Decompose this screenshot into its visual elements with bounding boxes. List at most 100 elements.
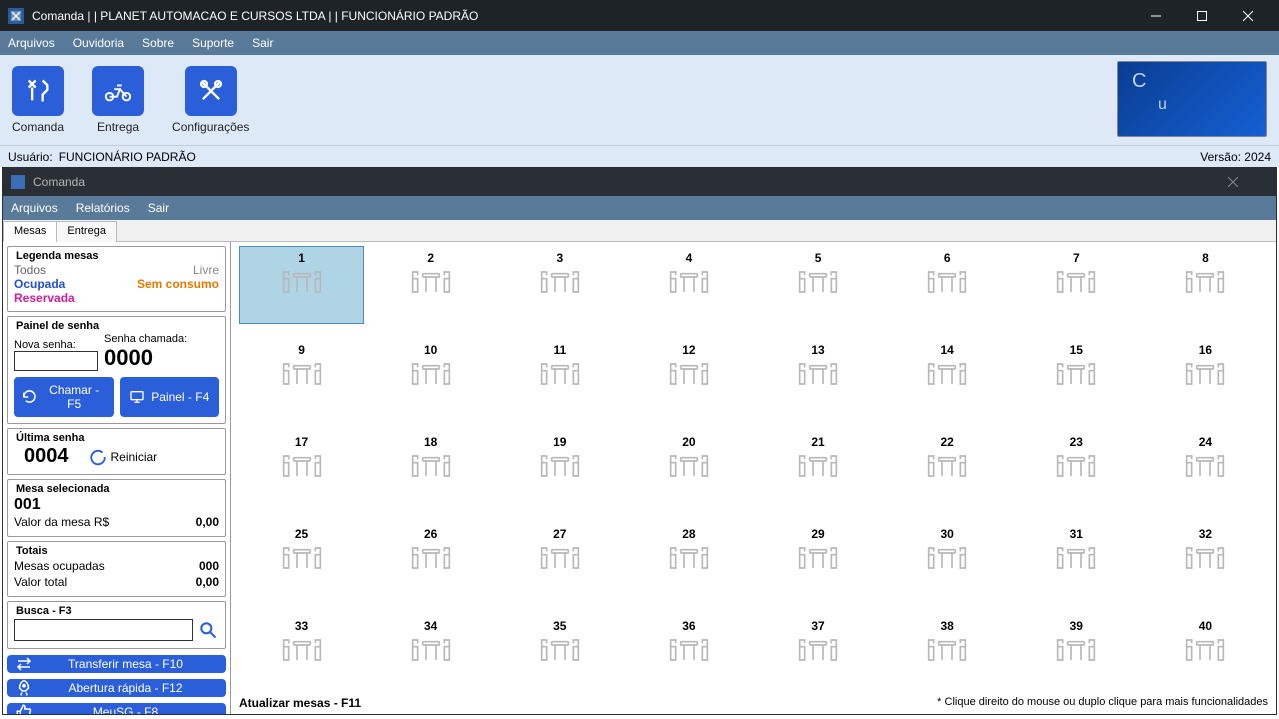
legend-item[interactable]: Todos [14, 263, 112, 277]
table-cell[interactable]: 19 [497, 430, 622, 508]
table-cell[interactable]: 37 [756, 614, 881, 692]
table-cell[interactable]: 11 [497, 338, 622, 416]
total-value: 0,00 [196, 575, 219, 589]
table-cell[interactable]: 31 [1014, 522, 1139, 600]
table-number: 13 [811, 343, 824, 357]
table-cell[interactable]: 14 [885, 338, 1010, 416]
table-cell[interactable]: 20 [626, 430, 751, 508]
table-cell[interactable]: 7 [1014, 246, 1139, 324]
main-menu-item[interactable]: Sobre [142, 36, 174, 50]
call-button[interactable]: Chamar - F5 [14, 377, 114, 417]
table-cell[interactable]: 8 [1143, 246, 1268, 324]
table-icon [1180, 451, 1230, 481]
table-cell[interactable]: 28 [626, 522, 751, 600]
table-cell[interactable]: 24 [1143, 430, 1268, 508]
table-cell[interactable]: 40 [1143, 614, 1268, 692]
table-number: 28 [682, 527, 695, 541]
inner-menu-item[interactable]: Sair [148, 201, 169, 215]
table-number: 18 [424, 435, 437, 449]
new-password-input[interactable] [14, 351, 98, 371]
quick-open-button[interactable]: Abertura rápida - F12 [7, 679, 226, 697]
search-button[interactable] [197, 618, 219, 642]
search-input[interactable] [14, 619, 193, 641]
main-window-title: Comanda | | PLANET AUTOMACAO E CURSOS LT… [32, 9, 1133, 23]
table-cell[interactable]: 21 [756, 430, 881, 508]
table-cell[interactable]: 25 [239, 522, 364, 600]
table-icon [922, 543, 972, 573]
table-cell[interactable]: 36 [626, 614, 751, 692]
table-icon [922, 635, 972, 665]
table-icon [406, 451, 456, 481]
table-cell[interactable]: 16 [1143, 338, 1268, 416]
table-cell[interactable]: 2 [368, 246, 493, 324]
table-icon [277, 543, 327, 573]
inner-menubar: Arquivos Relatórios Sair [3, 196, 1276, 220]
table-cell[interactable]: 32 [1143, 522, 1268, 600]
table-cell[interactable]: 38 [885, 614, 1010, 692]
table-cell[interactable]: 30 [885, 522, 1010, 600]
table-cell[interactable]: 10 [368, 338, 493, 416]
table-icon [793, 359, 843, 389]
table-cell[interactable]: 5 [756, 246, 881, 324]
table-icon [1051, 359, 1101, 389]
legend-item[interactable]: Ocupada [14, 277, 112, 291]
swap-icon [15, 655, 33, 673]
main-menu-item[interactable]: Arquivos [8, 36, 55, 50]
tab-mesas[interactable]: Mesas [3, 221, 57, 242]
main-menu-item[interactable]: Ouvidoria [73, 36, 124, 50]
table-cell[interactable]: 34 [368, 614, 493, 692]
restart-button[interactable]: Reiniciar [89, 448, 158, 466]
table-cell[interactable]: 39 [1014, 614, 1139, 692]
table-cell[interactable]: 15 [1014, 338, 1139, 416]
toolbar-config[interactable]: Configurações [172, 66, 249, 134]
tab-entrega[interactable]: Entrega [56, 221, 117, 242]
table-cell[interactable]: 6 [885, 246, 1010, 324]
legend-item[interactable]: Sem consumo [137, 277, 219, 291]
table-cell[interactable]: 27 [497, 522, 622, 600]
search-icon [198, 620, 218, 640]
table-number: 22 [941, 435, 954, 449]
table-number: 38 [941, 619, 954, 633]
inner-menu-item[interactable]: Relatórios [76, 201, 130, 215]
table-number: 19 [553, 435, 566, 449]
table-cell[interactable]: 13 [756, 338, 881, 416]
table-cell[interactable]: 4 [626, 246, 751, 324]
table-cell[interactable]: 23 [1014, 430, 1139, 508]
legend-item[interactable]: Reservada [14, 291, 112, 305]
toolbar-comanda[interactable]: Comanda [12, 66, 64, 134]
maximize-button[interactable] [1179, 0, 1225, 31]
minimize-button[interactable] [1133, 0, 1179, 31]
table-cell[interactable]: 22 [885, 430, 1010, 508]
table-icon [793, 543, 843, 573]
table-icon [922, 359, 972, 389]
inner-menu-item[interactable]: Arquivos [11, 201, 58, 215]
table-cell[interactable]: 29 [756, 522, 881, 600]
table-number: 11 [553, 343, 566, 357]
user-value: FUNCIONÁRIO PADRÃO [59, 150, 196, 164]
table-cell[interactable]: 1 [239, 246, 364, 324]
main-menu-item[interactable]: Suporte [192, 36, 234, 50]
close-button[interactable] [1225, 0, 1271, 31]
table-cell[interactable]: 12 [626, 338, 751, 416]
legend-item[interactable]: Livre [193, 263, 219, 277]
table-cell[interactable]: 18 [368, 430, 493, 508]
selected-table-number: 001 [14, 496, 219, 514]
panel-button[interactable]: Painel - F4 [120, 377, 220, 417]
table-number: 2 [427, 251, 434, 265]
table-icon [535, 451, 585, 481]
table-cell[interactable]: 17 [239, 430, 364, 508]
transfer-table-button[interactable]: Transferir mesa - F10 [7, 655, 226, 673]
table-number: 39 [1070, 619, 1083, 633]
table-cell[interactable]: 26 [368, 522, 493, 600]
table-icon [406, 543, 456, 573]
table-cell[interactable]: 9 [239, 338, 364, 416]
main-menu-item[interactable]: Sair [252, 36, 273, 50]
table-cell[interactable]: 3 [497, 246, 622, 324]
table-icon [406, 359, 456, 389]
table-cell[interactable]: 35 [497, 614, 622, 692]
toolbar-entrega[interactable]: Entrega [92, 66, 144, 134]
inner-close-button[interactable] [1228, 177, 1268, 187]
meusg-button[interactable]: MeuSG - F8 [7, 703, 226, 714]
inner-app-icon [11, 175, 25, 189]
table-cell[interactable]: 33 [239, 614, 364, 692]
